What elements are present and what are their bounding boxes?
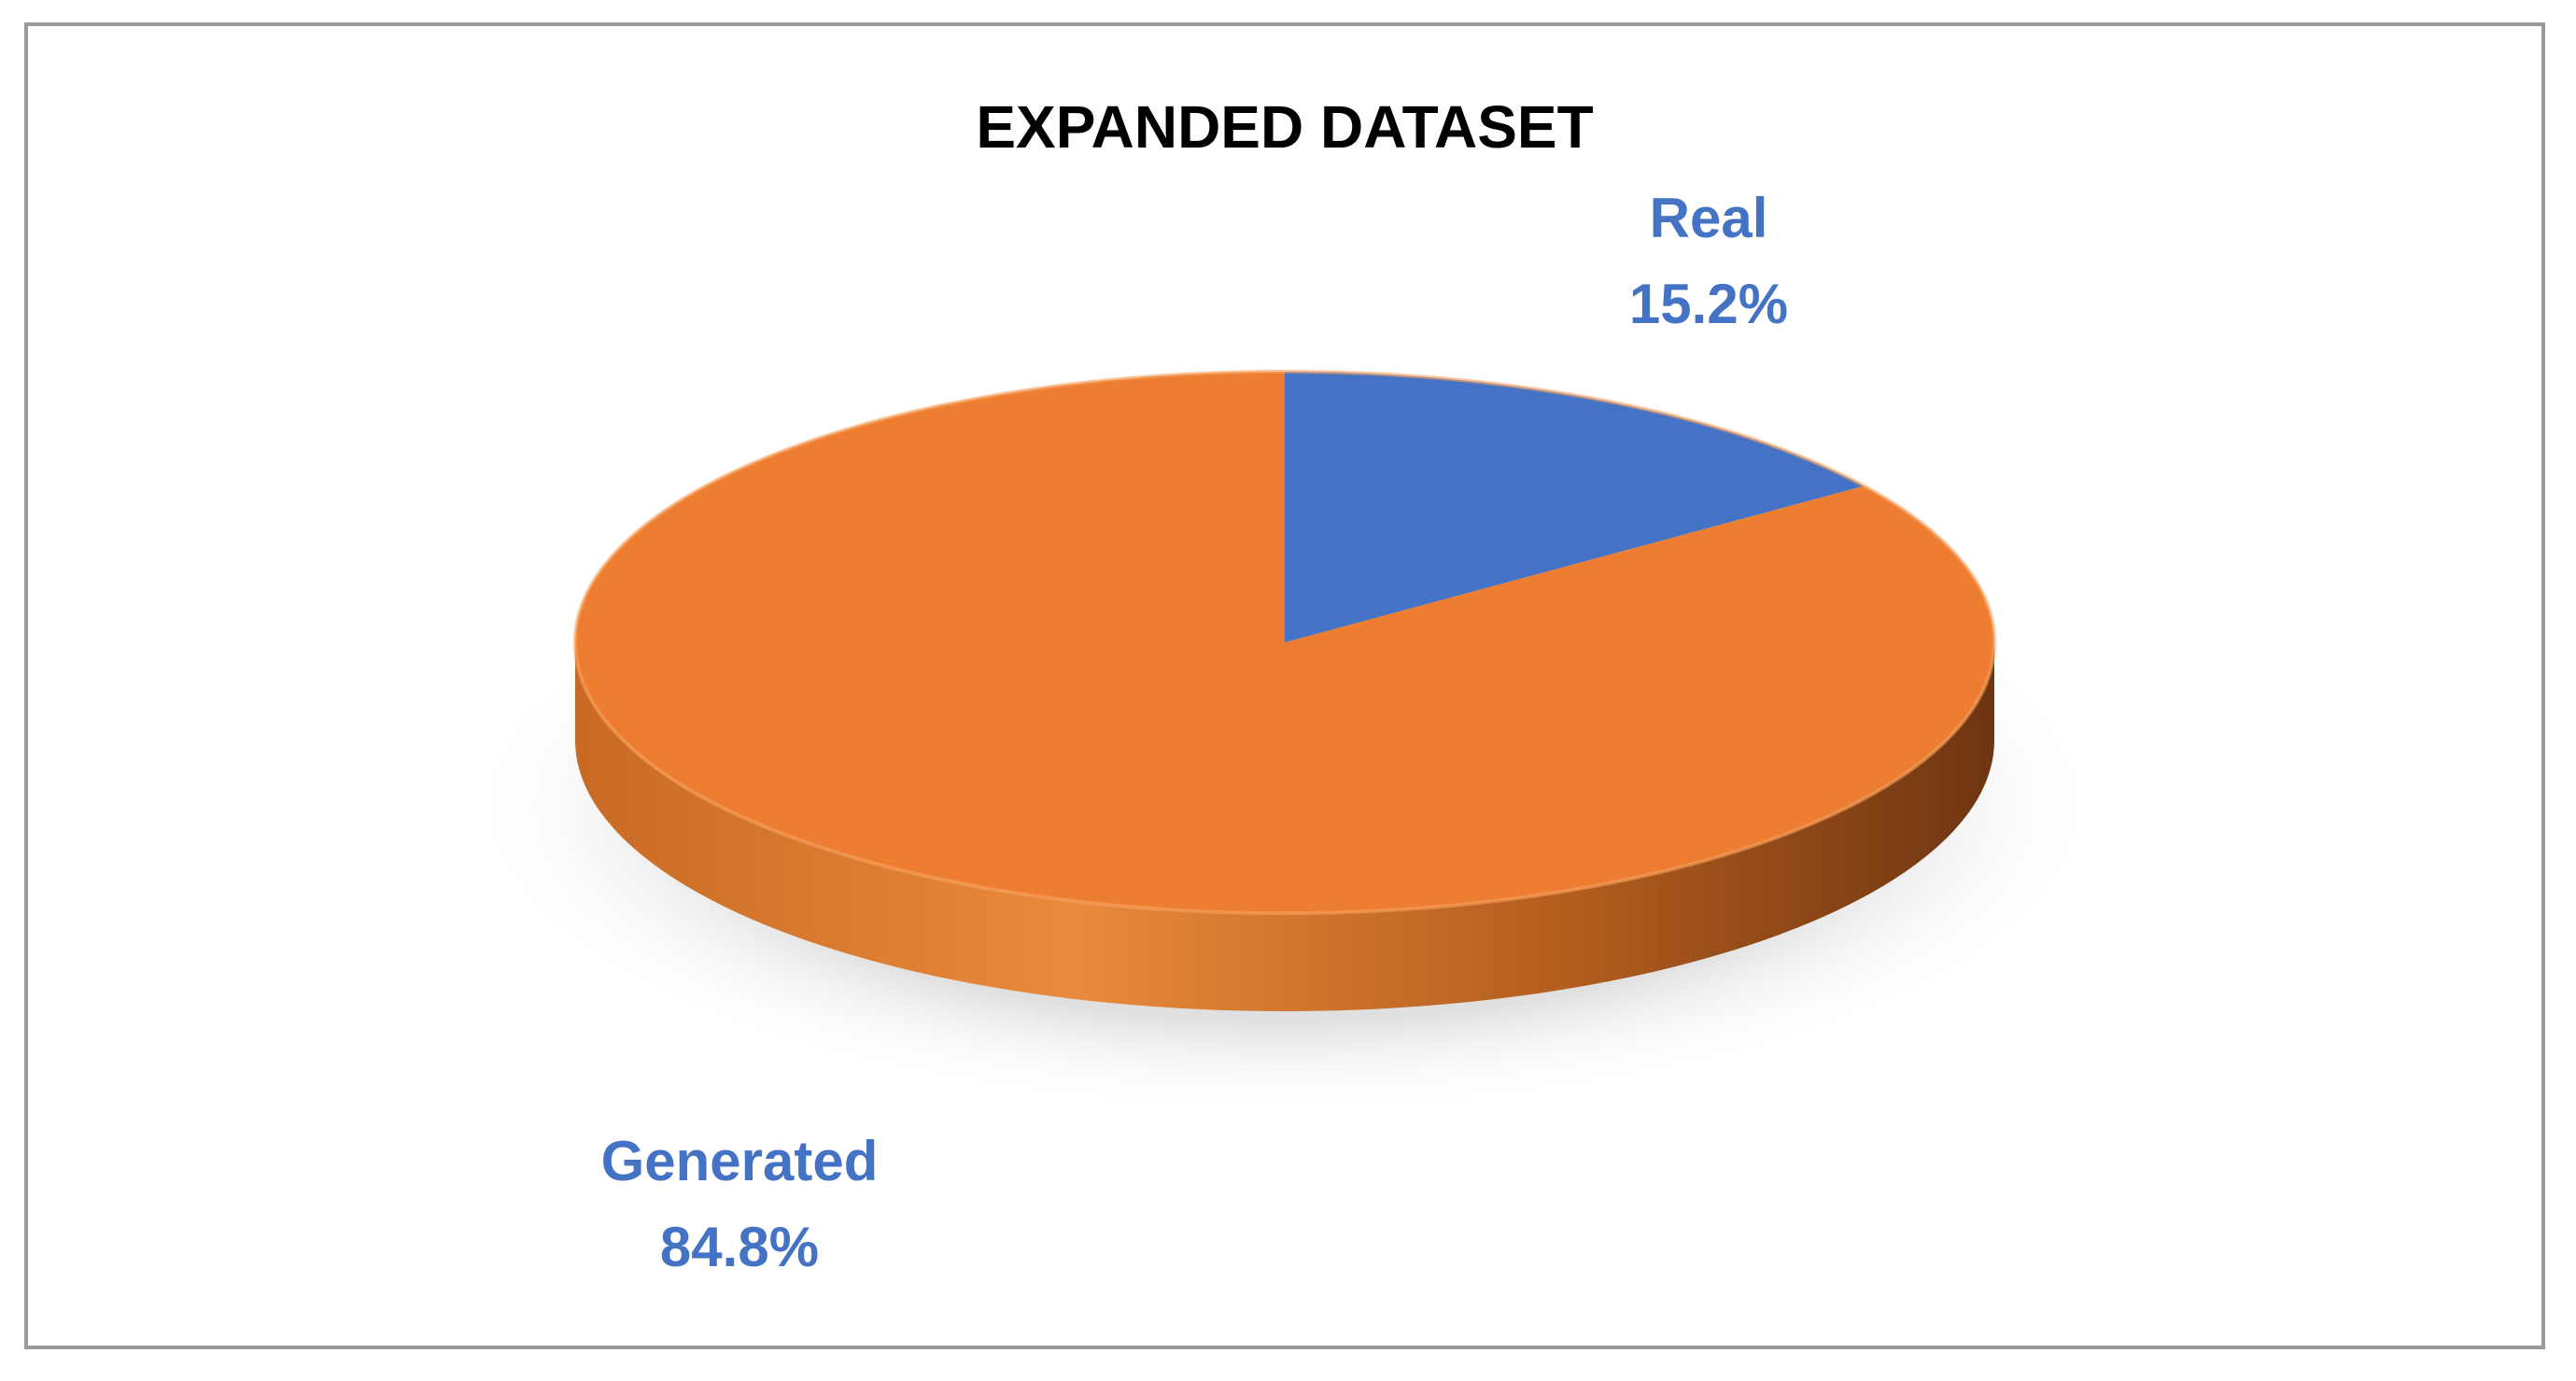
pie-slices [573,370,1996,915]
chart-title: EXPANDED DATASET [976,93,1593,161]
pie-rim-highlight [573,370,1996,915]
slice-label-generated-name: Generated [601,1130,879,1192]
pie-slice-real [1285,372,1865,642]
pie-side [575,642,1994,1011]
slice-label-generated-value: 84.8% [660,1216,819,1278]
pie-slice-generated [575,372,1995,913]
pie-chart: EXPANDED DATASET Real 15.2% Generated 84… [463,93,2106,1278]
slice-label-real-value: 15.2% [1629,273,1788,335]
chart-frame: EXPANDED DATASET Real 15.2% Generated 84… [24,22,2545,1349]
slice-label-real-name: Real [1650,187,1768,249]
